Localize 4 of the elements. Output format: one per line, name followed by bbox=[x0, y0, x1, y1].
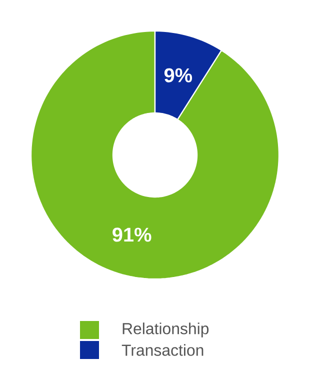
legend-label: Transaction bbox=[122, 344, 204, 356]
data-label: 9% bbox=[164, 68, 192, 82]
data-label: 91% bbox=[112, 228, 152, 242]
legend-label: Relationship bbox=[122, 322, 209, 338]
